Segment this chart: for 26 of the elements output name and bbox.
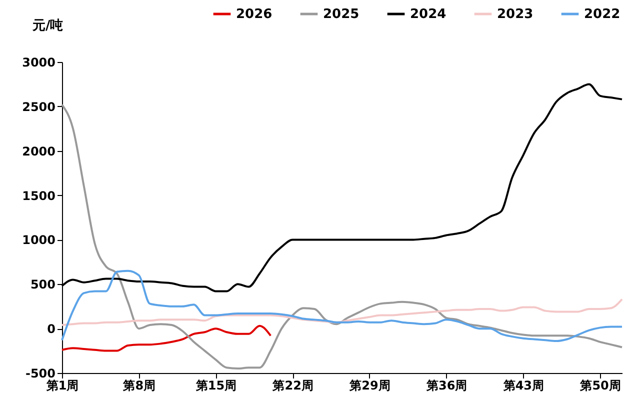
y-tick-label: 1500	[22, 188, 56, 203]
y-tick-label: 1000	[22, 233, 56, 248]
y-axis-title: 元/吨	[32, 18, 64, 34]
y-tick-label: 2000	[22, 144, 56, 158]
y-tick-label: -500	[25, 366, 56, 380]
x-tick-label: 第50周	[579, 378, 621, 392]
line-series	[61, 104, 623, 370]
line-series	[61, 324, 272, 352]
legend-label: 2025	[323, 7, 360, 22]
x-tick-label: 第29周	[348, 378, 390, 392]
x-tick-label: 第1周	[45, 378, 79, 392]
legend-label: 2024	[410, 7, 446, 22]
line-series	[61, 298, 623, 326]
y-tick-label: 0	[47, 322, 56, 336]
line-series	[61, 270, 623, 342]
x-tick-label: 第43周	[502, 378, 544, 392]
legend-label: 2026	[236, 7, 272, 22]
x-tick-label: 第8周	[122, 378, 156, 392]
legend-label: 2023	[497, 7, 534, 22]
x-tick-label: 第36周	[425, 378, 468, 392]
y-tick-label: 3000	[22, 56, 56, 70]
x-tick-label: 第15周	[194, 378, 237, 392]
y-tick-label: 500	[30, 278, 56, 292]
legend-label: 2022	[584, 7, 620, 22]
x-tick-label: 第22周	[272, 378, 314, 392]
y-tick-label: 2500	[22, 100, 56, 114]
